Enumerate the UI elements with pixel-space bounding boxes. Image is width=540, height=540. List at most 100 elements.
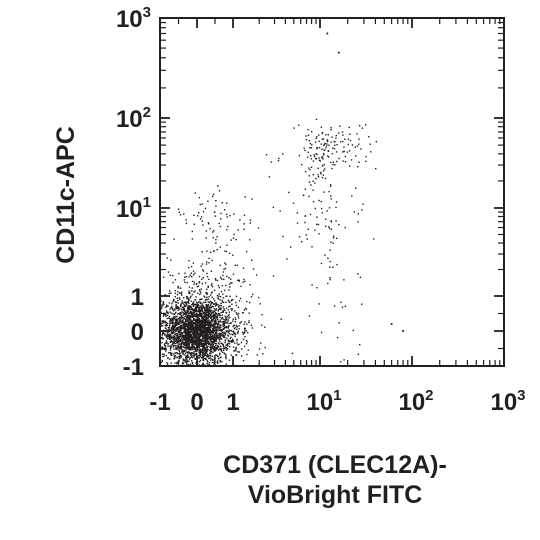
data-point (344, 305, 347, 307)
data-point (207, 336, 210, 338)
data-point (220, 349, 222, 351)
data-point (193, 338, 196, 340)
data-point (183, 301, 186, 304)
data-point (172, 318, 174, 320)
data-point (227, 339, 229, 341)
data-point (343, 146, 345, 149)
data-point (197, 333, 199, 335)
x-tick-label: 0 (190, 389, 203, 416)
data-point (182, 303, 185, 305)
data-point (175, 321, 178, 323)
data-point (214, 329, 216, 332)
data-point (196, 337, 199, 339)
data-point (215, 302, 217, 304)
data-point (246, 341, 249, 343)
data-point (225, 363, 227, 365)
data-point (224, 346, 226, 348)
data-point (201, 329, 203, 332)
data-point (210, 302, 213, 304)
data-point (186, 361, 188, 363)
data-point (173, 313, 176, 315)
data-point (194, 343, 196, 345)
data-point (216, 361, 218, 363)
data-point (215, 326, 217, 328)
data-point (226, 295, 228, 297)
data-point (199, 309, 201, 311)
data-point (184, 321, 187, 323)
data-point (181, 337, 183, 340)
data-point (206, 310, 208, 312)
data-point (183, 329, 186, 331)
data-point (182, 353, 184, 355)
data-point (238, 343, 240, 345)
data-point (177, 299, 179, 302)
data-point (182, 314, 185, 316)
data-point (166, 324, 169, 327)
data-point (336, 160, 338, 163)
data-point (202, 319, 204, 322)
data-point (197, 325, 199, 328)
data-point (177, 313, 179, 315)
data-point (212, 321, 214, 323)
data-point (198, 346, 200, 349)
data-point (208, 325, 210, 328)
data-point (192, 274, 195, 276)
data-point (204, 207, 207, 210)
data-point (218, 286, 220, 289)
data-point (181, 311, 183, 313)
data-point (186, 344, 188, 346)
data-point (327, 282, 329, 285)
data-point (200, 339, 202, 341)
data-point (195, 331, 197, 333)
data-point (200, 216, 203, 218)
data-point (191, 320, 193, 322)
data-point (183, 313, 185, 315)
data-point (313, 155, 316, 158)
data-point (323, 191, 325, 193)
data-point (184, 339, 186, 341)
data-point (187, 319, 189, 322)
data-point (238, 325, 240, 327)
data-point (181, 316, 183, 318)
data-point (193, 327, 196, 329)
data-point (238, 280, 240, 282)
data-point (211, 324, 213, 327)
data-point (171, 336, 173, 338)
data-point (213, 342, 215, 344)
data-point (325, 225, 327, 227)
data-point (348, 150, 351, 152)
data-point (208, 301, 211, 304)
data-point (206, 276, 209, 278)
data-point (221, 342, 223, 345)
data-point (219, 357, 221, 359)
data-point (236, 264, 239, 266)
data-point (189, 314, 191, 317)
data-point (179, 345, 181, 348)
data-point (218, 349, 220, 351)
data-point (194, 192, 196, 194)
data-point (189, 317, 191, 319)
data-point (184, 310, 186, 312)
data-point (202, 326, 205, 328)
data-point (195, 338, 197, 341)
data-point (182, 349, 184, 352)
data-point (237, 332, 239, 334)
data-point (185, 275, 188, 278)
data-point (205, 314, 207, 316)
data-point (211, 347, 214, 349)
data-point (195, 282, 198, 285)
data-point (190, 323, 192, 325)
data-point (206, 323, 208, 326)
data-point (172, 341, 175, 344)
data-point (361, 127, 364, 129)
data-point (174, 279, 177, 281)
data-point (200, 307, 203, 309)
data-point (212, 341, 214, 343)
data-point (336, 336, 339, 339)
data-point (180, 312, 182, 315)
data-point (166, 335, 168, 337)
data-point (208, 323, 210, 326)
data-point (172, 310, 175, 312)
data-point (175, 307, 178, 309)
data-point (175, 337, 177, 339)
